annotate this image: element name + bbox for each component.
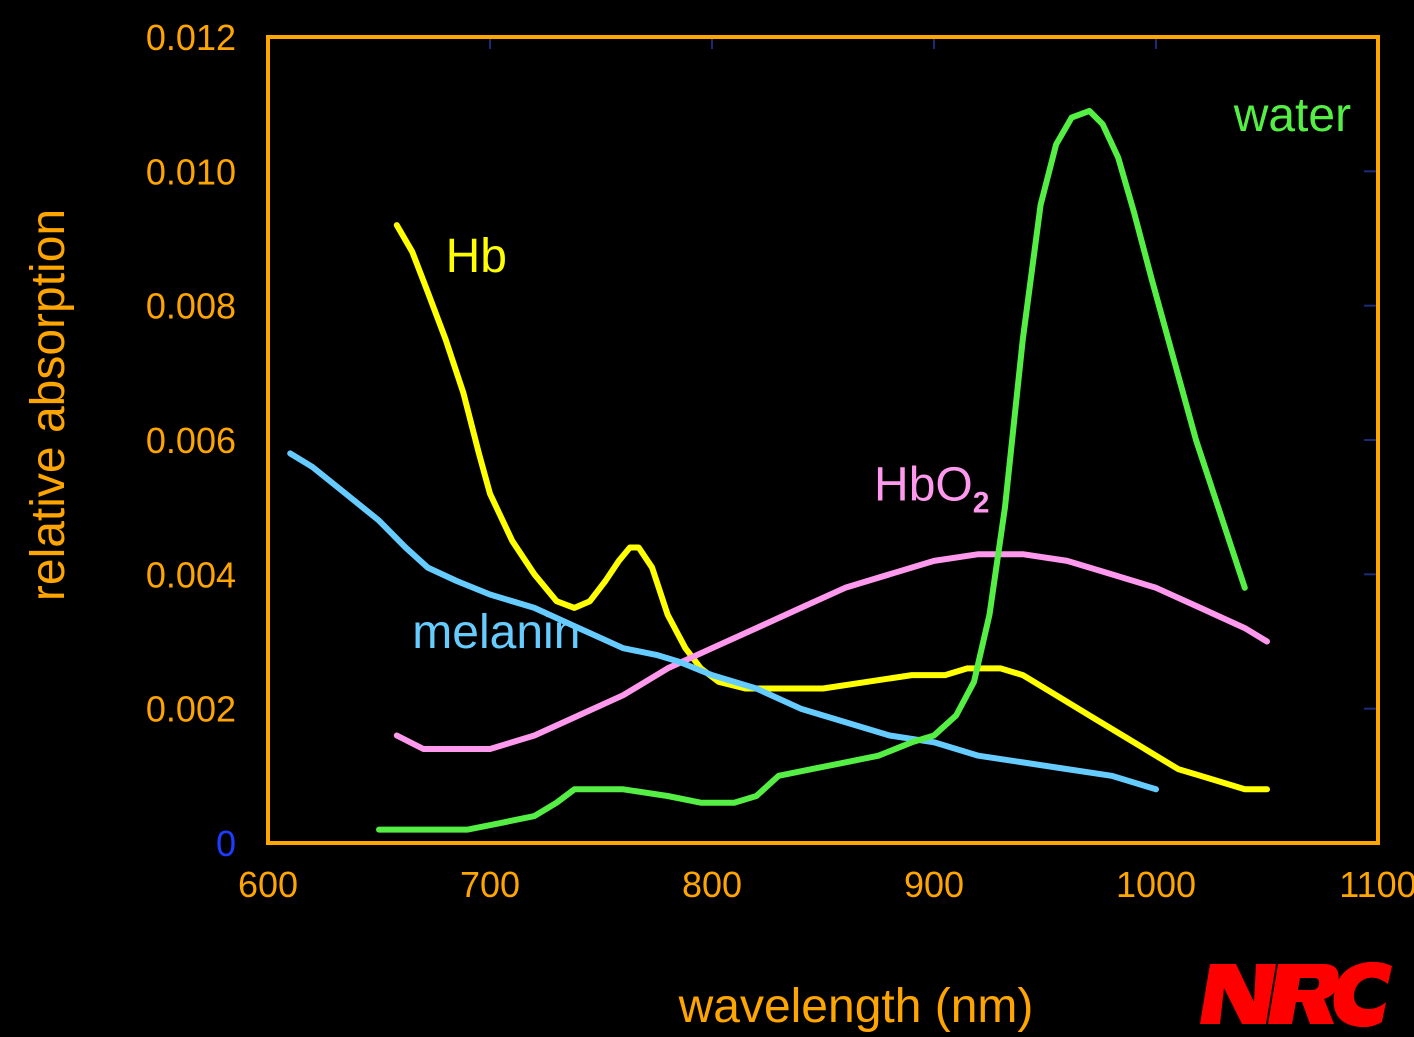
y-tick-label: 0.012 — [146, 17, 236, 58]
x-tick-label: 1100 — [1339, 864, 1414, 905]
series-label-hbo: HbO2 — [874, 458, 989, 519]
x-tick-label: 1000 — [1116, 864, 1196, 905]
x-tick-label: 600 — [238, 864, 298, 905]
y-tick-label: 0.004 — [146, 554, 236, 595]
minor-ticks — [489, 39, 1376, 710]
series-line-hbo2 — [393, 551, 1270, 752]
series-line-water — [376, 107, 1248, 833]
logo-letter-n — [1200, 964, 1276, 1024]
y-tick-label: 0.008 — [146, 286, 236, 327]
series-label-subscript: 2 — [973, 486, 990, 519]
series-lines — [287, 107, 1270, 833]
series-line-hb — [393, 222, 1270, 793]
series-line-melanin — [287, 450, 1159, 793]
nrc-logo — [1200, 961, 1392, 1028]
series-label-melanin: melanin — [412, 606, 580, 659]
y-tick-label: 0.010 — [146, 151, 236, 192]
y-tick-label: 0.002 — [146, 689, 236, 730]
y-tick-labels: 0 0.002 0.004 0.006 0.008 0.010 0.012 — [146, 17, 236, 864]
plot-frame — [266, 35, 1380, 845]
x-axis-label: wavelength (nm) — [678, 980, 1034, 1033]
y-tick-label: 0 — [216, 823, 236, 864]
logo-letter-c — [1333, 961, 1392, 1028]
y-axis-label: relative absorption — [22, 209, 75, 601]
x-tick-label: 800 — [682, 864, 742, 905]
logo-letter-r — [1268, 964, 1339, 1024]
series-labels: Hb HbO2 melanin water — [412, 89, 1351, 659]
series-label-hb: Hb — [446, 230, 507, 283]
x-tick-labels: 600 700 800 900 1000 1100 — [238, 864, 1414, 905]
x-tick-label: 900 — [904, 864, 964, 905]
series-label-water: water — [1233, 89, 1351, 142]
x-tick-label: 700 — [460, 864, 520, 905]
y-tick-label: 0.006 — [146, 420, 236, 461]
